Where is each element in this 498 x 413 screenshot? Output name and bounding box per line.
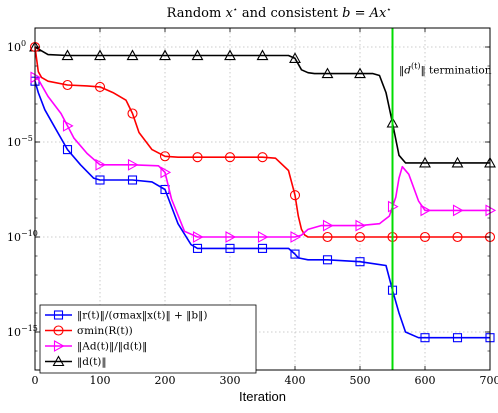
triangle-right-marker <box>192 231 204 243</box>
circle-marker <box>53 325 64 336</box>
square-marker <box>257 243 268 253</box>
triangle-right-marker <box>322 219 334 232</box>
square-marker <box>127 175 138 185</box>
x-tick-label: 100 <box>90 374 111 387</box>
x-tick-label: 600 <box>415 374 436 387</box>
triangle-right-marker <box>290 231 302 243</box>
triangle-right-marker <box>62 119 74 132</box>
square-marker <box>192 243 203 253</box>
triangle-up-marker <box>256 49 269 61</box>
legend-label: ‖d(t)‖ <box>77 356 107 369</box>
circle-marker <box>224 152 236 163</box>
chart-title: Random x⋆ and consistent b = Ax⋆ <box>167 5 392 21</box>
triangle-right-marker <box>420 204 432 217</box>
legend-label: σmin(R(t)) <box>77 325 133 337</box>
series-line <box>34 80 490 339</box>
circle-marker <box>419 231 431 243</box>
triangle-right-marker <box>160 166 172 179</box>
series-line <box>34 46 490 164</box>
legend-entry: ‖Ad(t)‖/‖d(t)‖ <box>45 340 147 354</box>
triangle-up-marker <box>191 49 204 61</box>
circle-marker <box>322 231 333 243</box>
legend-label: ‖r(t)‖/(σmax‖x(t)‖ + ‖b‖) <box>77 310 208 323</box>
triangle-up-marker <box>419 156 431 168</box>
square-marker <box>355 257 365 267</box>
square-marker <box>62 145 73 155</box>
x-tick-label: 0 <box>32 374 39 387</box>
legend: ‖r(t)‖/(σmax‖x(t)‖ + ‖b‖) σmin(R(t)) ‖Ad(t… <box>39 304 257 374</box>
termination-annotation: ‖d(t)‖ termination <box>399 62 492 78</box>
triangle-right-marker <box>452 204 464 217</box>
circle-marker <box>257 152 268 163</box>
circle-marker <box>159 151 171 162</box>
circle-marker <box>94 81 106 92</box>
x-axis-label: Iteration <box>239 389 286 404</box>
triangle-right-marker <box>225 231 237 243</box>
triangle-up-marker <box>94 49 106 61</box>
square-marker <box>420 333 430 343</box>
circle-marker <box>127 108 138 119</box>
triangle-up-marker <box>61 49 74 61</box>
legend-entry: ‖d(t)‖ <box>45 355 107 369</box>
triangle-up-marker <box>126 49 139 61</box>
x-tick-label: 500 <box>350 374 371 387</box>
series-triangle-up <box>29 40 496 168</box>
x-tick-label: 400 <box>285 374 306 387</box>
series-circle <box>29 41 496 243</box>
triangle-up-marker <box>451 156 464 168</box>
triangle-up-marker <box>354 67 366 79</box>
x-tick-label: 300 <box>220 374 241 387</box>
triangle-right-marker <box>127 158 139 171</box>
legend-box <box>39 304 257 374</box>
y-tick-label: 10−15 <box>7 324 38 339</box>
x-tick-label: 700 <box>480 374 498 387</box>
triangle-up-marker <box>52 355 65 367</box>
circle-marker <box>289 190 301 201</box>
y-tick-label: 10−10 <box>7 229 38 244</box>
circle-marker <box>452 231 463 243</box>
x-tick-label: 200 <box>155 374 176 387</box>
triangle-right-marker <box>95 158 107 171</box>
triangle-up-marker <box>321 67 334 79</box>
legend-entry: σmin(R(t)) <box>45 325 133 337</box>
legend-entry: ‖r(t)‖/(σmax‖x(t)‖ + ‖b‖) <box>45 310 208 323</box>
axis-ticks: 0 100 200 300 400 500 600 700 100 10−5 10−10 10−15 <box>7 27 498 387</box>
square-marker <box>322 255 333 265</box>
square-marker <box>95 175 105 185</box>
series-layer <box>29 40 497 343</box>
triangle-right-marker <box>355 219 367 232</box>
square-marker <box>225 243 235 253</box>
circle-marker <box>192 152 203 163</box>
circle-marker <box>62 79 73 91</box>
square-marker <box>452 333 463 343</box>
y-tick-label: 10−5 <box>7 134 33 149</box>
square-marker <box>290 249 300 259</box>
series-line <box>34 46 490 238</box>
y-tick-label: 100 <box>7 39 26 54</box>
square-marker <box>53 310 64 320</box>
circle-marker <box>354 231 366 243</box>
triangle-up-marker <box>289 52 301 63</box>
triangle-up-marker <box>159 49 171 61</box>
triangle-right-marker <box>53 340 65 352</box>
triangle-right-marker <box>257 231 269 243</box>
triangle-up-marker <box>224 49 236 61</box>
legend-label: ‖Ad(t)‖/‖d(t)‖ <box>77 341 147 354</box>
series-line <box>34 76 490 238</box>
